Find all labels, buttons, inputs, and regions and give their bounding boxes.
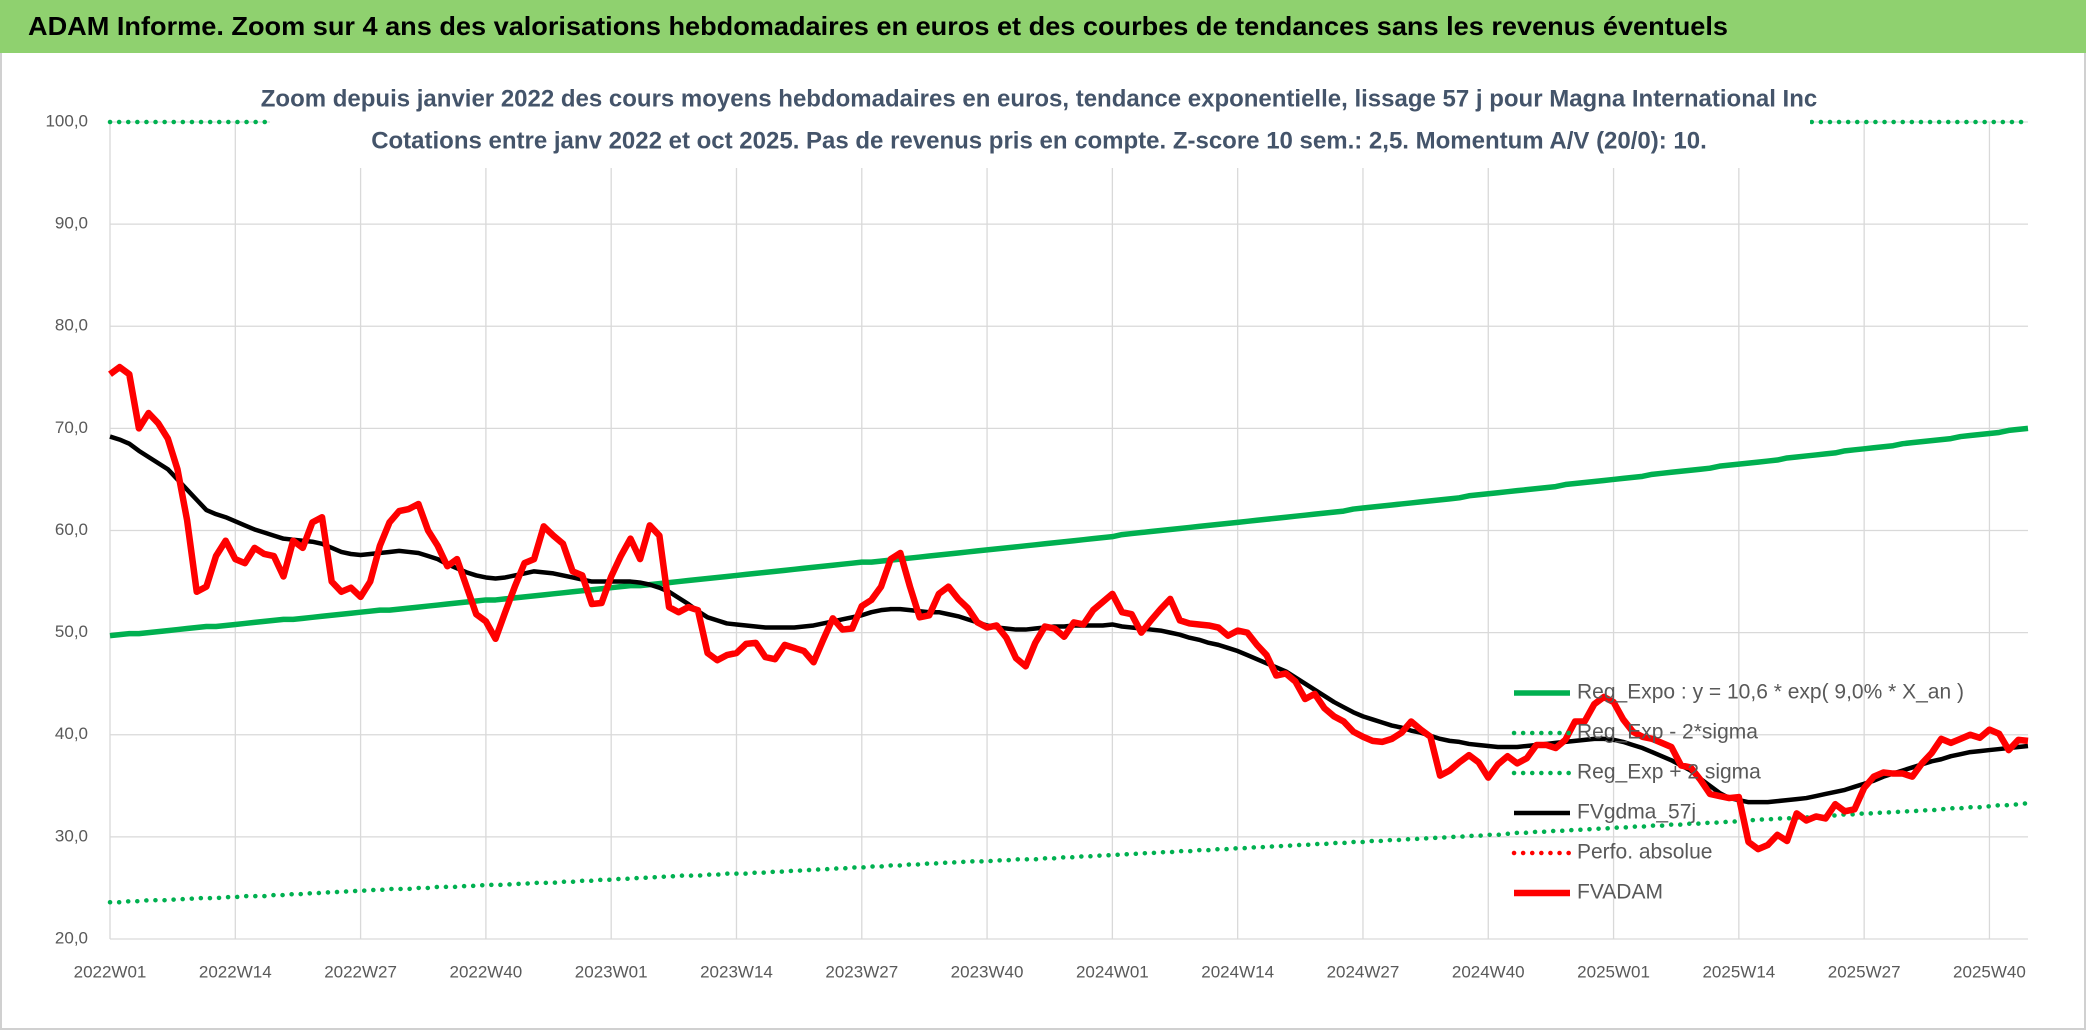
x-tick-label: 2022W14 (199, 962, 272, 981)
x-tick-label: 2023W27 (825, 962, 898, 981)
y-tick-label: 40,0 (55, 724, 88, 743)
x-tick-label: 2023W14 (700, 962, 773, 981)
y-tick-label: 60,0 (55, 520, 88, 539)
series-line (108, 363, 2029, 853)
subtitle-box (270, 78, 1810, 168)
x-tick-label: 2025W40 (1953, 962, 2026, 981)
x-tick-label: 2022W40 (449, 962, 522, 981)
legend-label: Reg_Exp + 2 sigma (1577, 761, 1761, 784)
x-tick-label: 2023W01 (575, 962, 648, 981)
x-tick-label: 2022W27 (324, 962, 397, 981)
x-tick-label: 2025W14 (1702, 962, 1775, 981)
x-tick-label: 2024W14 (1201, 962, 1274, 981)
legend-label: FVgdma_57j (1577, 801, 1696, 824)
x-tick-label: 2024W01 (1076, 962, 1149, 981)
x-tick-label: 2022W01 (74, 962, 147, 981)
series-line (107, 800, 2031, 905)
series-line (109, 425, 2029, 639)
y-tick-label: 80,0 (55, 316, 88, 335)
legend-label: FVADAM (1577, 881, 1663, 904)
legend-label: Perfo. absolue (1577, 841, 1712, 864)
y-tick-label: 20,0 (55, 928, 88, 947)
y-tick-label: 30,0 (55, 826, 88, 845)
header-bar (0, 0, 2086, 53)
x-tick-label: 2024W40 (1452, 962, 1525, 981)
subtitle: Zoom depuis janvier 2022 des cours moyen… (261, 85, 1817, 112)
y-tick-label: 70,0 (55, 418, 88, 437)
x-tick-label: 2023W40 (951, 962, 1024, 981)
y-tick-label: 100,0 (45, 111, 88, 130)
header-title: ADAM Informe. Zoom sur 4 ans des valoris… (28, 11, 1728, 41)
x-tick-label: 2024W27 (1327, 962, 1400, 981)
y-tick-label: 50,0 (55, 622, 88, 641)
x-tick-label: 2025W01 (1577, 962, 1650, 981)
legend-label: Reg_Exp - 2*sigma (1577, 721, 1758, 744)
y-tick-label: 90,0 (55, 214, 88, 233)
x-tick-label: 2025W27 (1828, 962, 1901, 981)
subtitle: Cotations entre janv 2022 et oct 2025. P… (371, 127, 1707, 154)
legend-label: Reg_Expo : y = 10,6 * exp( 9,0% * X_an ) (1577, 681, 1964, 704)
